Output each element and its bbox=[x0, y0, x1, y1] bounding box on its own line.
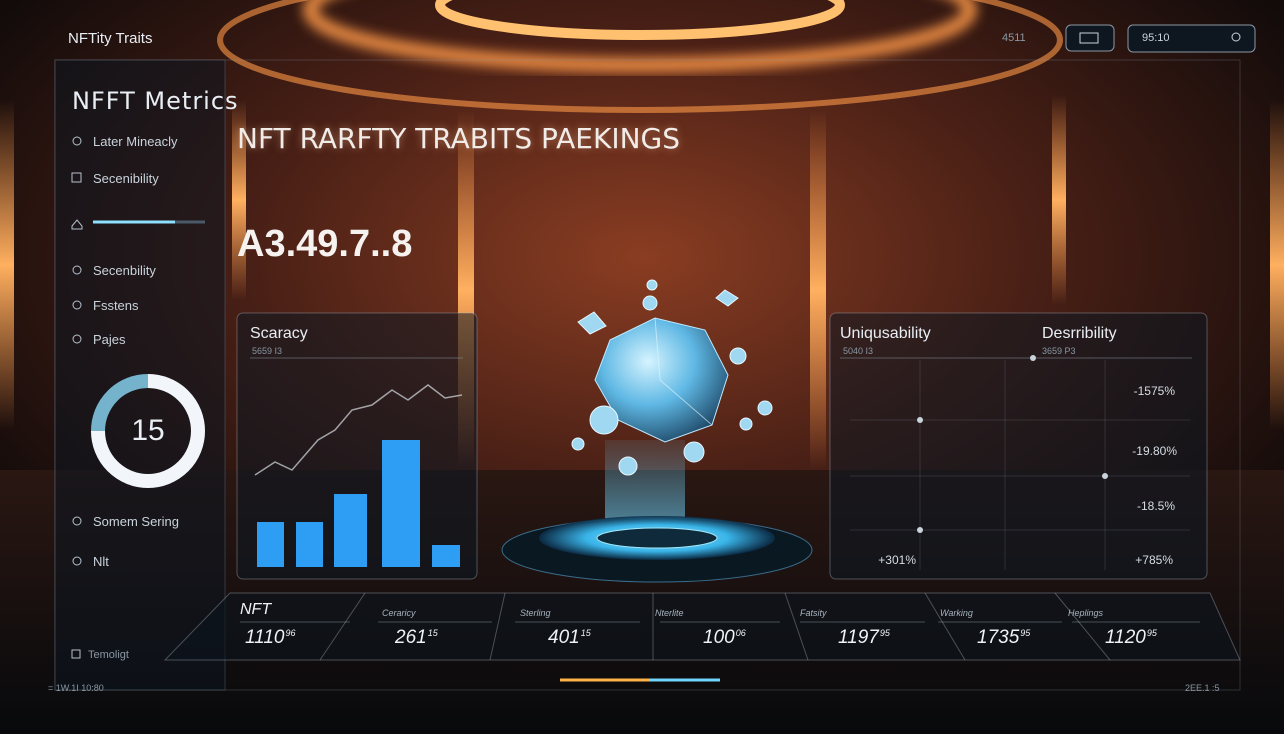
table-header: Nterlite bbox=[655, 608, 684, 618]
panel-subtitle: 5040 I3 bbox=[843, 346, 874, 356]
table-header: Sterling bbox=[520, 608, 551, 618]
table-value-sup: 95 bbox=[1146, 627, 1157, 638]
table-value-sup: 95 bbox=[879, 627, 890, 638]
trait-label: -19.80% bbox=[1132, 444, 1177, 458]
table-value-cell: 119795 bbox=[838, 628, 890, 647]
wall-lights bbox=[0, 95, 1284, 470]
sidebar-title: NFFT Metrics bbox=[72, 87, 239, 115]
nav-item[interactable]: Somem Sering bbox=[93, 514, 179, 529]
trait-label: +301% bbox=[878, 553, 916, 567]
search-box[interactable] bbox=[1127, 24, 1256, 53]
panel-subtitle: 5659 I3 bbox=[252, 346, 283, 356]
nav-item[interactable]: Secenibility bbox=[93, 171, 159, 186]
panel-title: Scaracy bbox=[250, 325, 308, 342]
table-value-cell: 40115 bbox=[548, 628, 591, 647]
panel-dots bbox=[917, 355, 1108, 533]
table-header: NFT bbox=[240, 601, 272, 618]
menu-button[interactable] bbox=[1065, 24, 1115, 52]
table-value-cell: 111096 bbox=[245, 628, 295, 647]
ceiling-rings bbox=[217, 0, 1063, 113]
search-text[interactable]: 95:10 bbox=[1142, 32, 1170, 44]
table-value: 401 bbox=[548, 627, 580, 648]
table-value-sup: 95 bbox=[1020, 627, 1031, 638]
sidebar-icons bbox=[71, 136, 83, 659]
table-value: 1110 bbox=[245, 627, 285, 648]
table-value-sup: 15 bbox=[427, 627, 438, 638]
table-value-sup: 06 bbox=[735, 627, 746, 638]
table-header: Warking bbox=[940, 608, 973, 618]
table-value: 100 bbox=[703, 627, 735, 648]
panel-title: Uniqusability bbox=[840, 325, 931, 342]
footer-right: 2EE.1 :5 bbox=[1185, 683, 1220, 693]
hologram-beam bbox=[605, 440, 685, 530]
table-header: Ceraricy bbox=[382, 608, 416, 618]
sidebar-bottom: Temoligt bbox=[88, 649, 129, 661]
nav-item[interactable]: Fsstens bbox=[93, 298, 139, 313]
table-value: 261 bbox=[395, 627, 427, 648]
scarcity-bars bbox=[257, 440, 460, 567]
brand: NFTity Traits bbox=[68, 30, 153, 47]
table-value-sup: 15 bbox=[580, 627, 591, 638]
menu-icon bbox=[1079, 32, 1099, 44]
table-header: Heplings bbox=[1068, 608, 1104, 618]
crystal-facets bbox=[654, 317, 713, 426]
stats-table bbox=[163, 592, 1241, 661]
trait-label: +785% bbox=[1135, 553, 1173, 567]
footer-left: = 1W.1I 10:80 bbox=[48, 683, 104, 693]
table-dividers bbox=[240, 592, 1200, 661]
table-value-cell: 26115 bbox=[395, 628, 438, 647]
trend-line bbox=[254, 384, 463, 476]
headline: NFT RARFTY TRABITS PAEKINGS bbox=[237, 122, 681, 155]
panel-title: Desrribility bbox=[1042, 325, 1117, 342]
ring-progress bbox=[91, 374, 205, 488]
orbit-spheres bbox=[571, 279, 773, 476]
table-value-cell: 10006 bbox=[703, 628, 746, 647]
table-value-sup: 96 bbox=[285, 627, 296, 638]
status: 4511 bbox=[1002, 32, 1026, 44]
table-header: Fatsity bbox=[800, 608, 827, 618]
table-value-cell: 173595 bbox=[977, 628, 1030, 647]
ring-accent bbox=[91, 374, 149, 432]
panel-grid bbox=[850, 360, 1190, 570]
table-value-cell: 112095 bbox=[1105, 628, 1157, 647]
search-icon bbox=[1231, 32, 1241, 42]
traits-panel bbox=[829, 312, 1208, 580]
pedestal-core bbox=[596, 527, 718, 549]
nav-item[interactable]: Secenbility bbox=[93, 263, 156, 278]
table-value: 1120 bbox=[1105, 627, 1146, 648]
nav-item[interactable]: Pajes bbox=[93, 332, 126, 347]
ring-value: 15 bbox=[131, 414, 165, 447]
nav-item[interactable]: Nlt bbox=[93, 554, 109, 569]
table-value: 1197 bbox=[838, 627, 879, 648]
trait-label: -1575% bbox=[1133, 384, 1175, 398]
trait-label: -18.5% bbox=[1136, 499, 1175, 513]
big-number: A3.49.7..8 bbox=[237, 223, 413, 265]
nav-item[interactable]: Later Mineacly bbox=[93, 134, 178, 149]
panel-subtitle: 3659 P3 bbox=[1042, 346, 1076, 356]
table-value: 1735 bbox=[977, 627, 1020, 648]
